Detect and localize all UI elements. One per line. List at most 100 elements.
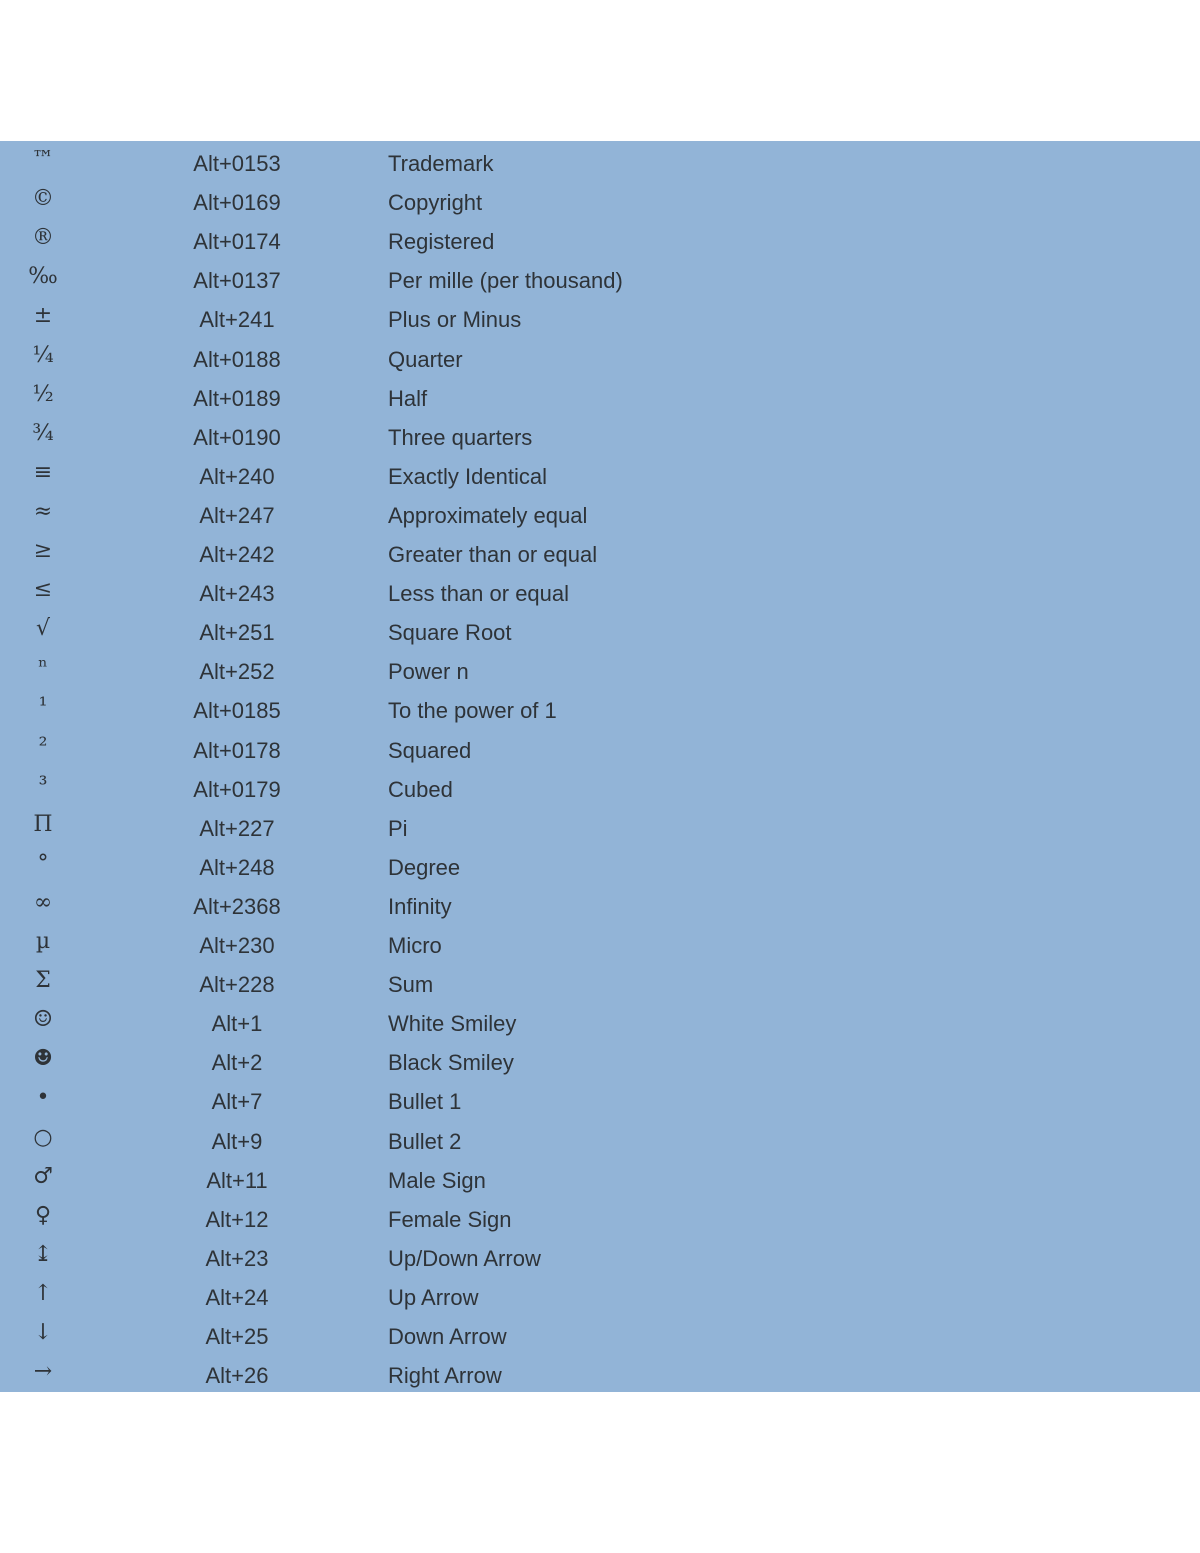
alt-code-cell: Alt+0169 (193, 190, 281, 216)
alt-code-table: ™ Alt+0153 Trademark © Alt+0169 Copyright ® Alt… (0, 141, 1200, 1392)
table-row: ‰ Alt+0137 Per mille (per thousand) (0, 258, 1200, 297)
alt-code-cell: Alt+0179 (193, 776, 281, 802)
description-cell: Sum (388, 972, 434, 998)
symbol-cell: ☺ (33, 1007, 53, 1033)
description-cell: Infinity (388, 893, 452, 919)
description-cell: Quarter (388, 346, 463, 372)
alt-code-cell: Alt+247 (199, 502, 275, 528)
table-row: ² Alt+0178 Squared (0, 728, 1200, 767)
alt-code-cell: Alt+2368 (193, 893, 281, 919)
symbol-cell: ≤ (33, 577, 53, 603)
table-row: µ Alt+230 Micro (0, 923, 1200, 962)
description-cell: Plus or Minus (388, 307, 522, 333)
symbol-cell: ∞ (33, 889, 53, 915)
symbol-cell: ↓ (33, 1320, 53, 1345)
table-row: • Alt+7 Bullet 1 (0, 1079, 1200, 1118)
description-cell: Down Arrow (388, 1324, 507, 1349)
alt-code-cell: Alt+242 (199, 542, 275, 567)
description-cell: Cubed (388, 776, 453, 802)
alt-code-cell: Alt+11 (206, 1167, 268, 1193)
symbol-cell: ½ (32, 381, 54, 407)
table-row: ☻ Alt+2 Black Smiley (0, 1040, 1200, 1079)
table-row: ° Alt+248 Degree (0, 845, 1200, 884)
table-row: ⁿ Alt+252 Power n (0, 649, 1200, 688)
symbol-cell: Σ (35, 968, 51, 994)
symbol-cell: ≡ (33, 459, 53, 485)
alt-code-cell: Alt+25 (205, 1324, 269, 1349)
alt-code-cell: Alt+1 (211, 1011, 263, 1037)
description-cell: Up/Down Arrow (388, 1245, 541, 1271)
description-cell: Registered (388, 229, 495, 255)
description-cell: To the power of 1 (388, 698, 557, 724)
table-row: → Alt+26 Right Arrow (0, 1353, 1200, 1392)
description-cell: Trademark (388, 151, 494, 176)
alt-code-cell: Alt+0174 (193, 229, 281, 255)
symbol-cell: Π (33, 811, 53, 837)
alt-code-cell: Alt+0178 (193, 737, 281, 763)
table-row: ½ Alt+0189 Half (0, 376, 1200, 415)
alt-code-cell: Alt+243 (199, 581, 275, 607)
table-row: ™ Alt+0153 Trademark (0, 141, 1200, 180)
symbol-cell: © (32, 186, 54, 212)
symbol-cell: µ (35, 929, 51, 954)
alt-code-cell: Alt+0190 (193, 424, 281, 450)
table-row: ♂ Alt+11 Male Sign (0, 1158, 1200, 1197)
table-row: ♀ Alt+12 Female Sign (0, 1197, 1200, 1236)
description-cell: Less than or equal (388, 581, 570, 607)
table-row: Π Alt+227 Pi (0, 806, 1200, 845)
description-cell: Female Sign (388, 1206, 512, 1232)
alt-code-cell: Alt+0188 (193, 346, 281, 372)
symbol-cell: √ (35, 616, 51, 642)
table-row: ≥ Alt+242 Greater than or equal (0, 532, 1200, 571)
table-row: ↨ Alt+23 Up/Down Arrow (0, 1236, 1200, 1275)
symbol-cell: ≈ (33, 498, 53, 524)
description-cell: Up Arrow (388, 1284, 479, 1310)
alt-code-cell: Alt+2 (211, 1050, 263, 1076)
description-cell: Micro (388, 933, 442, 958)
symbol-cell: ™ (32, 147, 54, 172)
alt-code-cell: Alt+230 (199, 933, 275, 958)
table-row: ® Alt+0174 Registered (0, 219, 1200, 258)
table-row: ≡ Alt+240 Exactly Identical (0, 454, 1200, 493)
alt-code-cell: Alt+0153 (193, 151, 281, 176)
alt-code-cell: Alt+252 (199, 659, 275, 685)
alt-code-cell: Alt+228 (199, 972, 275, 998)
symbol-cell: ↨ (33, 1241, 53, 1267)
alt-code-cell: Alt+0185 (193, 698, 281, 724)
symbol-cell: ¾ (32, 420, 54, 446)
description-cell: Pi (388, 815, 408, 841)
table-row: ○ Alt+9 Bullet 2 (0, 1119, 1200, 1158)
alt-code-cell: Alt+12 (205, 1206, 269, 1232)
description-cell: White Smiley (388, 1011, 517, 1037)
symbol-cell: ² (38, 733, 48, 759)
description-cell: Copyright (388, 190, 483, 216)
symbol-cell: ≥ (33, 538, 53, 563)
table-row: ¾ Alt+0190 Three quarters (0, 415, 1200, 454)
symbol-cell: ○ (33, 1124, 53, 1150)
symbol-cell: ‰ (28, 264, 58, 290)
table-row: ³ Alt+0179 Cubed (0, 767, 1200, 806)
symbol-cell: ↑ (33, 1280, 53, 1306)
symbol-cell: ☻ (33, 1046, 53, 1072)
table-row: √ Alt+251 Square Root (0, 610, 1200, 649)
symbol-cell: ® (32, 225, 54, 251)
description-cell: Black Smiley (388, 1050, 514, 1076)
alt-code-cell: Alt+9 (211, 1128, 263, 1154)
table-row: ∞ Alt+2368 Infinity (0, 884, 1200, 923)
symbol-cell: ⁿ (38, 655, 48, 681)
alt-code-cell: Alt+240 (199, 463, 275, 489)
alt-code-cell: Alt+26 (205, 1363, 269, 1389)
symbol-cell: ¹ (38, 694, 48, 720)
description-cell: Bullet 2 (388, 1128, 462, 1154)
symbol-cell: ♂ (33, 1163, 53, 1189)
alt-code-cell: Alt+0137 (193, 268, 281, 294)
table-row: ¹ Alt+0185 To the power of 1 (0, 688, 1200, 727)
description-cell: Exactly Identical (388, 463, 547, 489)
symbol-cell: ♀ (34, 1202, 52, 1228)
table-row: ≤ Alt+243 Less than or equal (0, 571, 1200, 610)
table-row: © Alt+0169 Copyright (0, 180, 1200, 219)
alt-code-cell: Alt+241 (199, 307, 275, 333)
description-cell: Approximately equal (388, 502, 588, 528)
description-cell: Bullet 1 (388, 1089, 462, 1115)
alt-code-cell: Alt+0189 (193, 385, 281, 411)
